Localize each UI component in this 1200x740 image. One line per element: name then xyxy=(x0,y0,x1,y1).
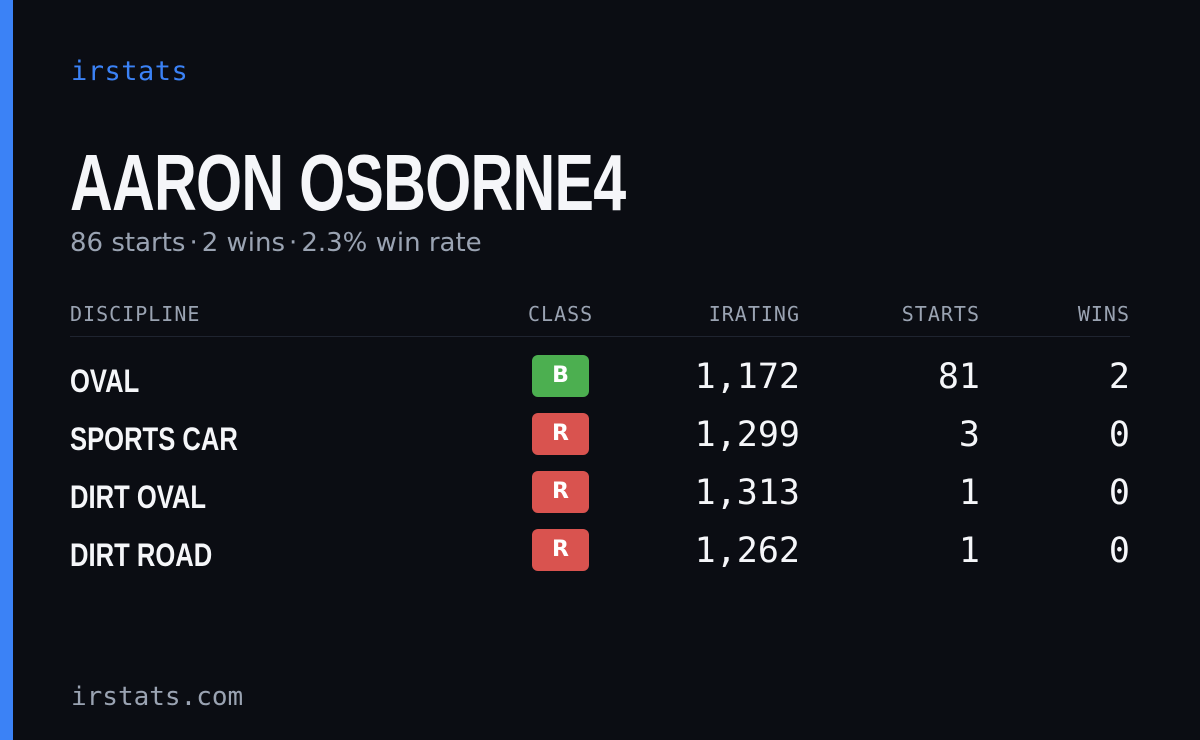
class-badge: R xyxy=(532,413,589,455)
starts-value: 1 xyxy=(958,531,980,571)
table-body: OVAL B 1,172 81 2 SPORTS CAR R 1,299 3 0… xyxy=(70,337,1130,585)
header-class: CLASS xyxy=(528,302,594,326)
header-starts: STARTS xyxy=(901,302,980,326)
summary-starts: 86 starts xyxy=(70,228,186,258)
driver-name: AARON OSBORNE4 xyxy=(70,138,626,227)
wins-value: 2 xyxy=(1108,357,1130,397)
footer-site-url[interactable]: irstats.com xyxy=(71,682,244,712)
discipline-name: OVAL xyxy=(70,363,140,399)
discipline-name: DIRT ROAD xyxy=(70,537,213,573)
irating-value: 1,262 xyxy=(694,531,800,571)
summary-separator: · xyxy=(189,228,198,258)
brand-logo-text[interactable]: irstats xyxy=(71,56,189,87)
table-row: OVAL B 1,172 81 2 xyxy=(70,353,1130,411)
table-row: SPORTS CAR R 1,299 3 0 xyxy=(70,411,1130,469)
class-badge: R xyxy=(532,471,589,513)
summary-wins: 2 wins xyxy=(201,228,286,258)
header-discipline: DISCIPLINE xyxy=(70,302,201,326)
accent-bar xyxy=(0,0,13,740)
class-badge: R xyxy=(532,529,589,571)
irating-value: 1,172 xyxy=(694,357,800,397)
driver-summary: 86 starts · 2 wins · 2.3% win rate xyxy=(70,228,482,258)
irating-value: 1,299 xyxy=(694,415,800,455)
discipline-name: SPORTS CAR xyxy=(70,421,238,457)
discipline-stats-table: DISCIPLINE CLASS IRATING STARTS WINS OVA… xyxy=(70,296,1130,585)
summary-win-rate: 2.3% win rate xyxy=(301,228,482,258)
table-row: DIRT ROAD R 1,262 1 0 xyxy=(70,527,1130,585)
wins-value: 0 xyxy=(1108,415,1130,455)
header-wins: WINS xyxy=(1077,302,1130,326)
table-row: DIRT OVAL R 1,313 1 0 xyxy=(70,469,1130,527)
wins-value: 0 xyxy=(1108,473,1130,513)
table-header-row: DISCIPLINE CLASS IRATING STARTS WINS xyxy=(70,296,1130,337)
wins-value: 0 xyxy=(1108,531,1130,571)
header-irating: IRATING xyxy=(708,302,800,326)
starts-value: 1 xyxy=(958,473,980,513)
starts-value: 3 xyxy=(958,415,980,455)
discipline-name: DIRT OVAL xyxy=(70,479,207,515)
irating-value: 1,313 xyxy=(694,473,800,513)
summary-separator: · xyxy=(289,228,298,258)
starts-value: 81 xyxy=(937,357,980,397)
class-badge: B xyxy=(532,355,589,397)
